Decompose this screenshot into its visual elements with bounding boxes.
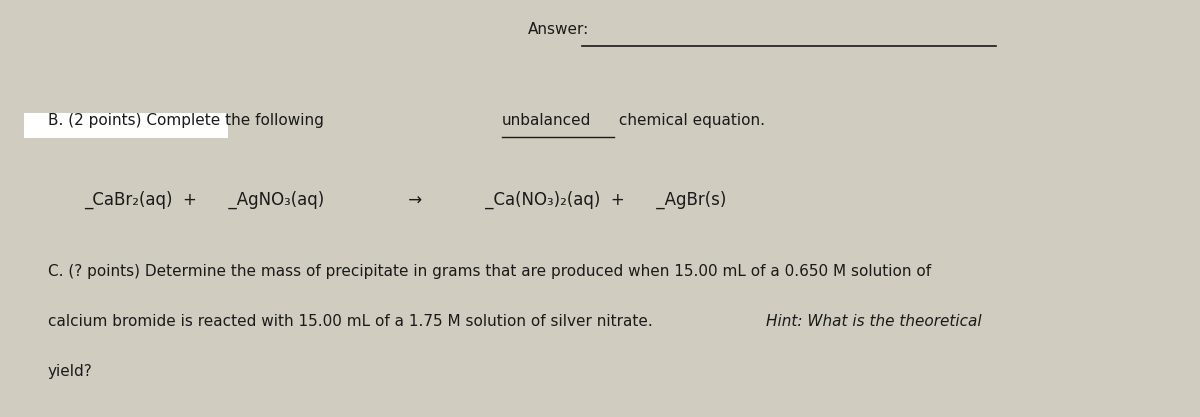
Text: B. (2 points) Complete the following: B. (2 points) Complete the following (48, 113, 329, 128)
Text: calcium bromide is reacted with 15.00 mL of a 1.75 M solution of silver nitrate.: calcium bromide is reacted with 15.00 mL… (48, 314, 658, 329)
Text: C. (? points) Determine the mass of precipitate in grams that are produced when : C. (? points) Determine the mass of prec… (48, 264, 931, 279)
Text: Answer:: Answer: (528, 22, 589, 37)
Text: chemical equation.: chemical equation. (614, 113, 766, 128)
FancyBboxPatch shape (24, 113, 228, 138)
Text: unbalanced: unbalanced (502, 113, 590, 128)
Text: yield?: yield? (48, 364, 92, 379)
Text: Hint: What is the theoretical: Hint: What is the theoretical (766, 314, 982, 329)
Text: _CaBr₂(aq)  +      _AgNO₃(aq)                →            _Ca(NO₃)₂(aq)  +      : _CaBr₂(aq) + _AgNO₃(aq) → _Ca(NO₃)₂(aq) … (84, 191, 726, 209)
